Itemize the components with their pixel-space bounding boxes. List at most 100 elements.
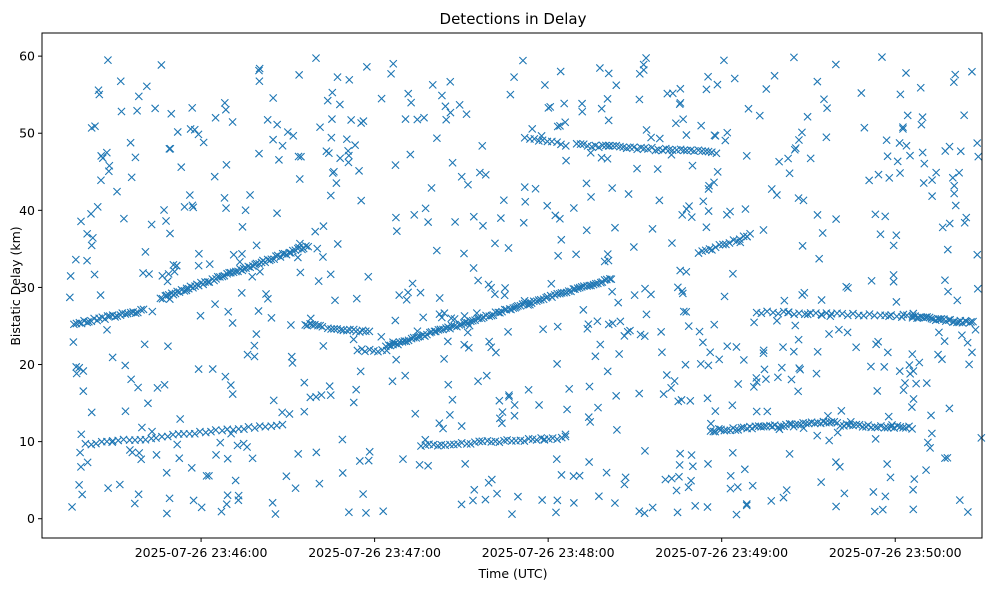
- data-point: [402, 337, 411, 346]
- data-point: [88, 233, 97, 242]
- data-point: [273, 209, 282, 218]
- data-point: [569, 498, 578, 507]
- data-point: [419, 313, 428, 322]
- data-point: [706, 348, 715, 357]
- x-tick-label: 2025-07-26 23:46:00: [135, 545, 268, 560]
- data-point: [594, 403, 603, 412]
- data-point: [720, 292, 729, 301]
- data-point: [965, 360, 974, 369]
- data-point: [711, 407, 720, 416]
- data-point: [506, 90, 515, 99]
- data-point: [441, 102, 450, 111]
- data-point: [460, 340, 469, 349]
- data-point: [282, 472, 291, 481]
- data-point: [909, 394, 918, 403]
- data-point: [427, 183, 436, 192]
- data-point: [389, 59, 398, 68]
- data-point: [963, 508, 972, 516]
- data-point: [296, 152, 305, 161]
- data-point: [164, 269, 173, 278]
- data-point: [640, 509, 649, 518]
- data-point: [312, 54, 320, 63]
- data-point: [677, 395, 686, 404]
- data-point: [817, 478, 826, 487]
- data-point: [478, 221, 487, 230]
- data-point: [460, 311, 469, 320]
- data-point: [338, 468, 347, 477]
- data-point: [468, 496, 477, 505]
- data-point: [893, 157, 902, 166]
- data-point: [610, 499, 619, 508]
- data-point: [201, 428, 210, 437]
- data-point: [884, 412, 893, 421]
- data-point: [498, 408, 507, 417]
- data-point: [912, 379, 921, 388]
- data-point: [601, 141, 610, 150]
- data-point: [794, 194, 803, 203]
- data-point: [116, 77, 125, 86]
- data-point: [779, 493, 788, 502]
- data-point: [351, 141, 360, 150]
- data-point: [694, 249, 703, 258]
- data-point: [608, 287, 617, 296]
- data-point: [927, 314, 936, 323]
- data-point: [831, 458, 840, 467]
- data-point: [65, 293, 74, 302]
- data-point: [679, 115, 688, 124]
- data-point: [679, 146, 688, 155]
- data-point: [291, 484, 300, 493]
- data-point: [951, 70, 960, 79]
- data-point: [967, 67, 976, 76]
- data-point: [823, 411, 832, 420]
- data-point: [93, 202, 102, 211]
- data-point: [332, 179, 341, 188]
- data-point: [484, 478, 493, 487]
- data-point: [361, 508, 370, 517]
- data-point: [555, 121, 564, 130]
- data-point: [355, 457, 364, 466]
- data-point: [653, 165, 662, 174]
- data-point: [237, 288, 246, 297]
- data-point: [748, 481, 757, 490]
- data-point: [344, 146, 353, 155]
- data-point: [221, 105, 230, 114]
- data-point: [228, 318, 237, 327]
- data-point: [885, 173, 894, 182]
- data-point: [670, 377, 679, 385]
- data-point: [832, 502, 841, 511]
- data-point: [635, 69, 644, 78]
- data-point: [811, 309, 820, 318]
- data-point: [153, 383, 162, 392]
- data-point: [424, 461, 433, 470]
- data-point: [928, 192, 937, 201]
- data-point: [880, 362, 889, 371]
- data-point: [551, 211, 560, 220]
- data-point: [416, 288, 425, 297]
- data-point: [233, 441, 242, 450]
- data-point: [688, 462, 697, 471]
- data-point: [407, 98, 416, 107]
- data-point: [701, 147, 710, 156]
- data-point: [762, 85, 771, 94]
- data-point: [342, 135, 351, 144]
- data-point: [269, 396, 278, 405]
- data-point: [572, 250, 581, 259]
- y-tick-label: 30: [19, 280, 35, 295]
- data-point: [906, 151, 915, 160]
- data-point: [294, 449, 303, 458]
- data-point: [557, 470, 566, 479]
- data-point: [127, 375, 136, 384]
- data-point: [842, 282, 851, 291]
- data-point: [503, 436, 512, 445]
- data-point: [922, 466, 931, 475]
- data-point: [194, 130, 203, 139]
- data-point: [874, 337, 883, 346]
- data-point: [69, 338, 78, 347]
- data-point: [760, 365, 769, 374]
- data-point: [732, 342, 741, 351]
- data-point: [615, 142, 624, 151]
- data-point: [940, 276, 949, 285]
- data-point: [674, 472, 683, 481]
- data-point: [513, 492, 522, 501]
- data-point: [557, 235, 566, 244]
